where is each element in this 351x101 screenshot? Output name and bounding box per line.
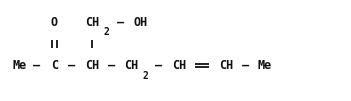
Text: Me: Me	[258, 59, 272, 72]
Text: —: —	[68, 59, 75, 72]
Text: Me: Me	[12, 59, 26, 72]
Text: CH: CH	[85, 16, 99, 29]
Text: CH: CH	[85, 59, 99, 72]
Text: 2: 2	[142, 71, 148, 81]
Text: O: O	[51, 16, 58, 29]
Text: —: —	[155, 59, 162, 72]
Text: 2: 2	[103, 27, 109, 37]
Text: OH: OH	[133, 16, 147, 29]
Text: —: —	[242, 59, 249, 72]
Text: —: —	[33, 59, 40, 72]
Text: CH: CH	[219, 59, 233, 72]
Text: C: C	[51, 59, 58, 72]
Text: —: —	[108, 59, 115, 72]
Text: —: —	[117, 16, 124, 29]
Text: CH: CH	[125, 59, 139, 72]
Text: CH: CH	[172, 59, 186, 72]
